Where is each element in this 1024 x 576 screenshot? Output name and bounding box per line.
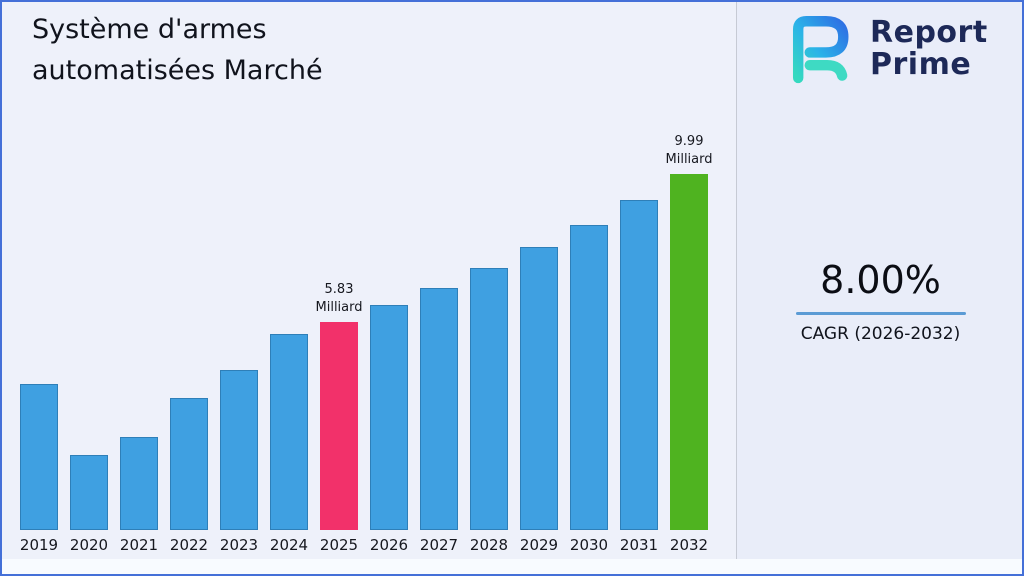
page-title: Système d'armes automatisées Marché bbox=[32, 14, 323, 86]
x-axis-label: 2031 bbox=[619, 536, 659, 554]
x-axis-label: 2030 bbox=[569, 536, 609, 554]
logo-word-report: Report bbox=[870, 14, 988, 50]
bar-column: 2029 bbox=[520, 247, 558, 554]
x-axis-label: 2020 bbox=[69, 536, 109, 554]
bar-column: 2024 bbox=[270, 334, 308, 554]
x-axis-label: 2021 bbox=[119, 536, 159, 554]
bar bbox=[20, 384, 58, 530]
bar bbox=[370, 305, 408, 530]
report-prime-logo: Report Prime bbox=[782, 12, 988, 86]
x-axis-label: 2028 bbox=[469, 536, 509, 554]
bar bbox=[120, 437, 158, 530]
x-axis-label: 2027 bbox=[419, 536, 459, 554]
x-axis-label: 2019 bbox=[19, 536, 59, 554]
cagr-label: CAGR (2026-2032) bbox=[800, 324, 961, 344]
bar-column: 9.99 Milliard 2032 bbox=[666, 133, 713, 554]
panel-divider bbox=[736, 2, 737, 574]
bar-column: 2019 bbox=[20, 384, 58, 554]
report-prime-logo-icon bbox=[792, 16, 849, 84]
bar bbox=[70, 455, 108, 530]
bar-column: 2027 bbox=[420, 288, 458, 554]
bar-column: 2023 bbox=[220, 370, 258, 554]
bar bbox=[520, 247, 558, 530]
bar bbox=[570, 225, 608, 530]
x-axis-label: 2023 bbox=[219, 536, 259, 554]
x-axis-label: 2032 bbox=[669, 536, 709, 554]
bar bbox=[620, 200, 658, 530]
bar-column: 5.83 Milliard 2025 bbox=[316, 281, 363, 554]
x-axis-label: 2026 bbox=[369, 536, 409, 554]
bar-value-label: 5.83 Milliard bbox=[315, 281, 363, 315]
x-axis-label: 2022 bbox=[169, 536, 209, 554]
x-axis-label: 2024 bbox=[269, 536, 309, 554]
bar-column: 2020 bbox=[70, 455, 108, 554]
bar-column: 2026 bbox=[370, 305, 408, 554]
bar-column: 2028 bbox=[470, 268, 508, 554]
bar-chart: 2019 2020 2021 2022 2023 2024 5.83 Milliard 202… bbox=[20, 133, 713, 554]
bar bbox=[170, 398, 208, 530]
bar-column: 2021 bbox=[120, 437, 158, 554]
cagr-block: 8.00% CAGR (2026-2032) bbox=[737, 258, 1022, 344]
bar bbox=[470, 268, 508, 530]
bar-column: 2030 bbox=[570, 225, 608, 554]
bar bbox=[420, 288, 458, 530]
logo-word-prime: Prime bbox=[870, 47, 972, 82]
bar-column: 2022 bbox=[170, 398, 208, 554]
logo-text: Report Prime bbox=[870, 14, 988, 82]
bar-column: 2031 bbox=[620, 200, 658, 554]
x-axis-label: 2025 bbox=[319, 536, 359, 554]
bar bbox=[670, 174, 708, 530]
cagr-value: 8.00% bbox=[820, 258, 941, 302]
x-axis-label: 2029 bbox=[519, 536, 559, 554]
cagr-underline bbox=[795, 312, 966, 315]
right-panel-background bbox=[736, 2, 1022, 574]
bar bbox=[220, 370, 258, 530]
bottom-strip bbox=[2, 559, 1022, 574]
bar-value-label: 9.99 Milliard bbox=[665, 133, 713, 167]
bar bbox=[320, 322, 358, 530]
bar bbox=[270, 334, 308, 530]
